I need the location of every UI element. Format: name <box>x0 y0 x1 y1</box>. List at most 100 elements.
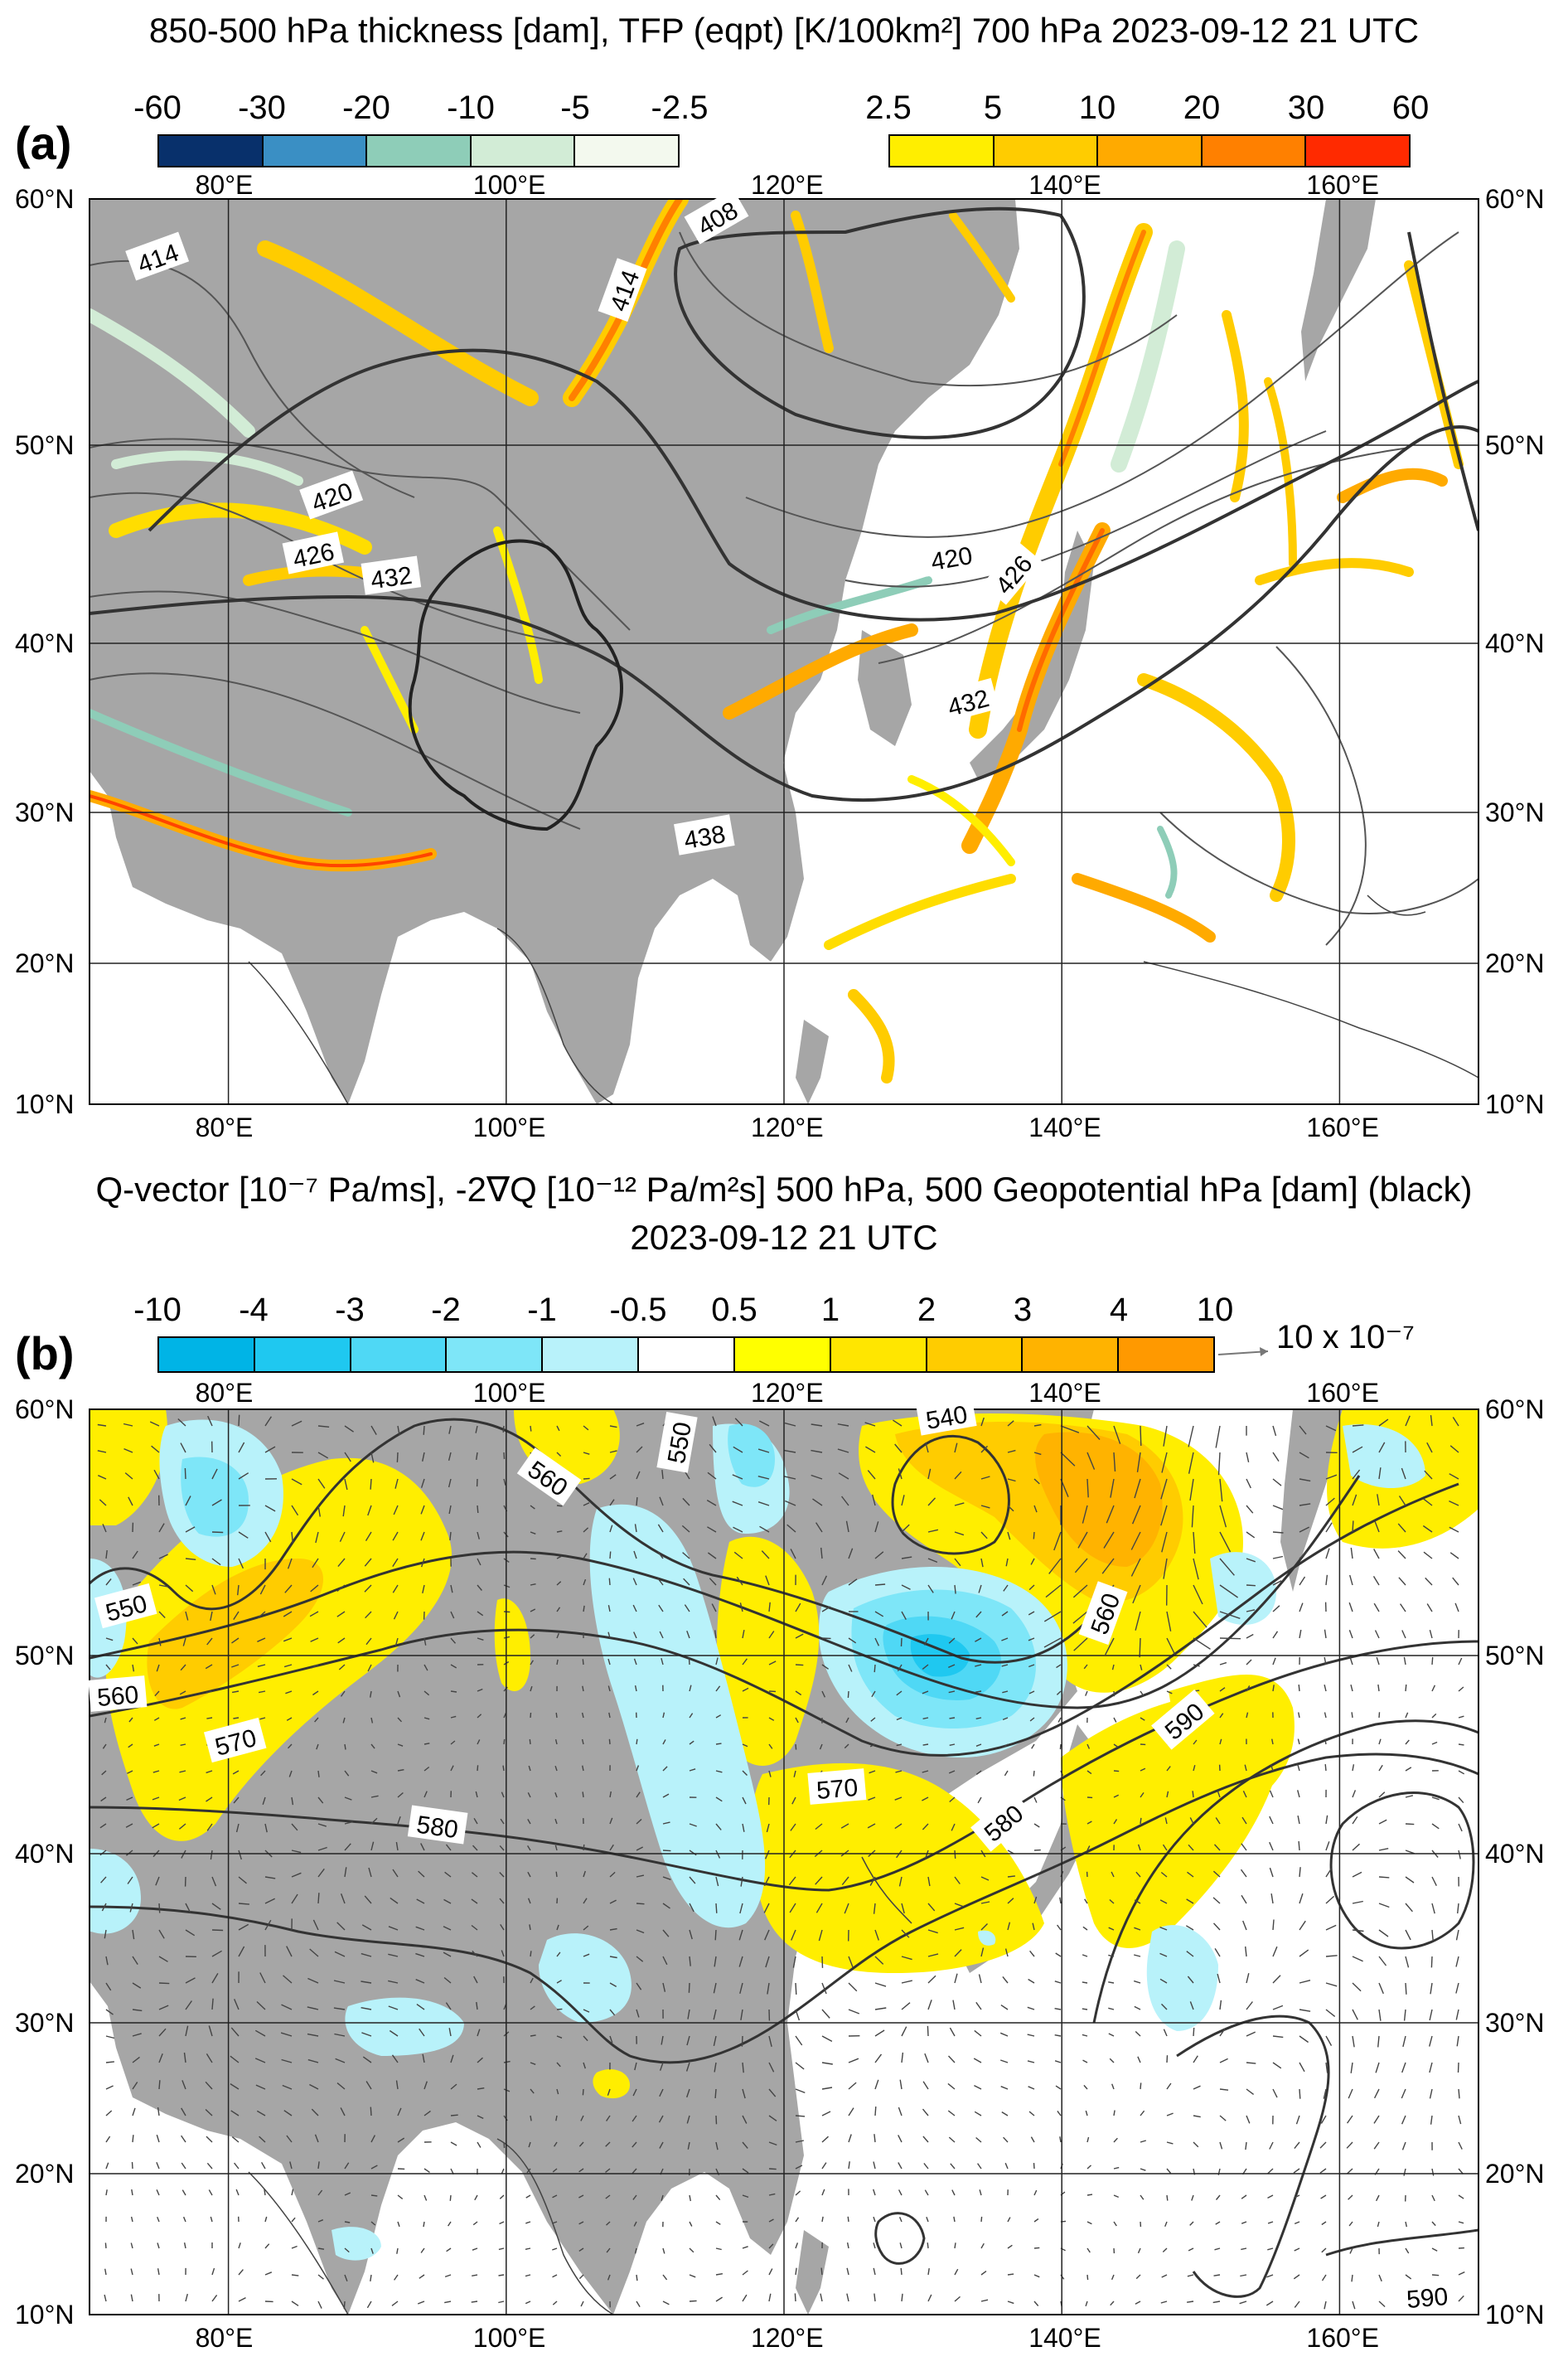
lon-top-1-2: 120°E <box>751 1378 824 1408</box>
panel-a-colorbar-negative <box>157 134 680 167</box>
cb-a-neg-tick-1: -30 <box>238 90 286 126</box>
panel-a-tfp-negative <box>90 240 1185 899</box>
cb-b-tick-10: 4 <box>1109 1292 1129 1328</box>
svg-text:590: 590 <box>1406 2283 1449 2314</box>
cb-b-3 <box>447 1338 544 1371</box>
lat-left-0-4: 20°N <box>15 948 75 978</box>
labelsB-2: 540 <box>916 1394 977 1436</box>
lat-right-1-5: 10°N <box>1485 2300 1545 2330</box>
cb-a-neg-0 <box>159 136 264 166</box>
panel-a-label: (a) <box>15 117 72 169</box>
cb-b-tick-6: 0.5 <box>711 1292 757 1328</box>
panel-a-thickness-contours-bold <box>90 206 1478 802</box>
lat-right-1-4: 20°N <box>1485 2159 1545 2189</box>
panel-b-title-line1: Q-vector [10⁻⁷ Pa/ms], -2∇Q [10⁻¹² Pa/m²… <box>95 1170 1473 1209</box>
cb-a-pos-tick-3: 20 <box>1183 90 1221 126</box>
cb-a-pos-tick-5: 60 <box>1391 90 1430 126</box>
lat-right-1-2: 40°N <box>1485 1839 1545 1869</box>
cb-a-pos-4 <box>1306 136 1409 166</box>
cb-b-tick-4: -1 <box>527 1292 557 1328</box>
lon-bottom-1-2: 120°E <box>751 2323 824 2353</box>
cb-a-neg-tick-2: -20 <box>342 90 390 126</box>
panel-a-land-asia <box>90 199 1019 1104</box>
cb-a-pos-3 <box>1202 136 1307 166</box>
cb-a-neg-4 <box>575 136 678 166</box>
svg-text:560: 560 <box>96 1681 140 1712</box>
labelsA-5: 432 <box>361 555 422 595</box>
panel-b-map <box>90 1409 1478 2315</box>
cb-b-tick-1: -4 <box>239 1292 269 1328</box>
cb-a-neg-tick-3: -10 <box>447 90 495 126</box>
panel-a-land-philippines <box>796 1020 829 1104</box>
lon-bottom-0-0: 80°E <box>195 1113 254 1142</box>
lat-right-1-3: 30°N <box>1485 2008 1545 2038</box>
cb-a-pos-2 <box>1098 136 1203 166</box>
lon-top-1-0: 80°E <box>195 1378 254 1408</box>
lon-top-0-4: 160°E <box>1306 170 1379 200</box>
lat-left-0-2: 40°N <box>15 628 75 658</box>
lat-right-0-4: 20°N <box>1485 948 1545 978</box>
lon-bottom-1-3: 140°E <box>1028 2323 1101 2353</box>
svg-text:580: 580 <box>415 1811 460 1845</box>
labelsB-4: 560 <box>88 1675 148 1712</box>
cb-b-6 <box>734 1338 831 1371</box>
cb-b-tick-9: 3 <box>1013 1292 1033 1328</box>
lat-left-1-3: 30°N <box>15 2008 75 2038</box>
svg-text:432: 432 <box>369 562 414 595</box>
lat-right-0-0: 60°N <box>1485 184 1545 214</box>
vector-reference-label: 10 x 10⁻⁷ <box>1276 1319 1415 1355</box>
labelsB-6: 580 <box>407 1805 468 1845</box>
cb-a-pos-tick-2: 10 <box>1078 90 1116 126</box>
lat-left-0-5: 10°N <box>15 1089 75 1119</box>
cb-b-tick-11: 10 <box>1196 1292 1234 1328</box>
cb-a-pos-0 <box>890 136 995 166</box>
lon-top-0-0: 80°E <box>195 170 254 200</box>
lon-top-1-4: 160°E <box>1306 1378 1379 1408</box>
cb-a-neg-tick-5: -2.5 <box>651 90 709 126</box>
lat-left-0-1: 50°N <box>15 430 75 460</box>
panel-a-land-kamchatka <box>1301 199 1376 381</box>
lat-right-1-1: 50°N <box>1485 1641 1545 1670</box>
cb-a-neg-2 <box>367 136 472 166</box>
cb-a-neg-tick-4: -5 <box>560 90 590 126</box>
panel-a-boundaries <box>248 895 1478 1104</box>
lat-right-0-3: 30°N <box>1485 798 1545 827</box>
cb-b-1 <box>254 1338 351 1371</box>
panel-a-graticule <box>90 199 1478 1104</box>
cb-a-pos-tick-1: 5 <box>983 90 1003 126</box>
cb-b-0 <box>159 1338 255 1371</box>
lat-left-1-0: 60°N <box>15 1394 75 1424</box>
cb-b-tick-7: 1 <box>820 1292 840 1328</box>
lon-bottom-1-0: 80°E <box>195 2323 254 2353</box>
lat-left-1-1: 50°N <box>15 1641 75 1670</box>
cb-b-2 <box>351 1338 448 1371</box>
cb-b-4 <box>543 1338 640 1371</box>
lon-bottom-1-1: 100°E <box>472 2323 546 2353</box>
panel-b-q-vectors <box>97 1414 1465 2310</box>
panel-b-land-philippines <box>796 2230 829 2315</box>
cb-a-neg-tick-0: -60 <box>133 90 181 126</box>
lat-left-0-0: 60°N <box>15 184 75 214</box>
labelsB-11: 590 <box>1397 2277 1457 2314</box>
labelsB-3: 550 <box>94 1583 157 1629</box>
cb-b-9 <box>1023 1338 1120 1371</box>
lon-top-1-1: 100°E <box>472 1378 546 1408</box>
panel-b-frame <box>89 1408 1479 2315</box>
cb-b-10 <box>1119 1338 1213 1371</box>
lat-right-0-1: 50°N <box>1485 430 1545 460</box>
cb-a-pos-tick-4: 30 <box>1287 90 1325 126</box>
cb-b-7 <box>830 1338 927 1371</box>
panel-a-frame <box>89 198 1479 1105</box>
lon-top-0-1: 100°E <box>472 170 546 200</box>
lon-top-1-3: 140°E <box>1028 1378 1101 1408</box>
panel-b-title-line2: 2023-09-12 21 UTC <box>630 1218 938 1257</box>
panel-a-thickness-contours <box>90 231 1478 946</box>
lat-left-1-4: 20°N <box>15 2159 75 2189</box>
lon-bottom-0-3: 140°E <box>1028 1113 1101 1142</box>
lat-left-0-3: 30°N <box>15 798 75 827</box>
lat-right-1-0: 60°N <box>1485 1394 1545 1424</box>
labelsB-7: 570 <box>807 1768 867 1805</box>
lat-right-0-2: 40°N <box>1485 628 1545 658</box>
panel-b-graticule <box>90 1409 1478 2315</box>
panel-a-colorbar-positive <box>888 134 1411 167</box>
